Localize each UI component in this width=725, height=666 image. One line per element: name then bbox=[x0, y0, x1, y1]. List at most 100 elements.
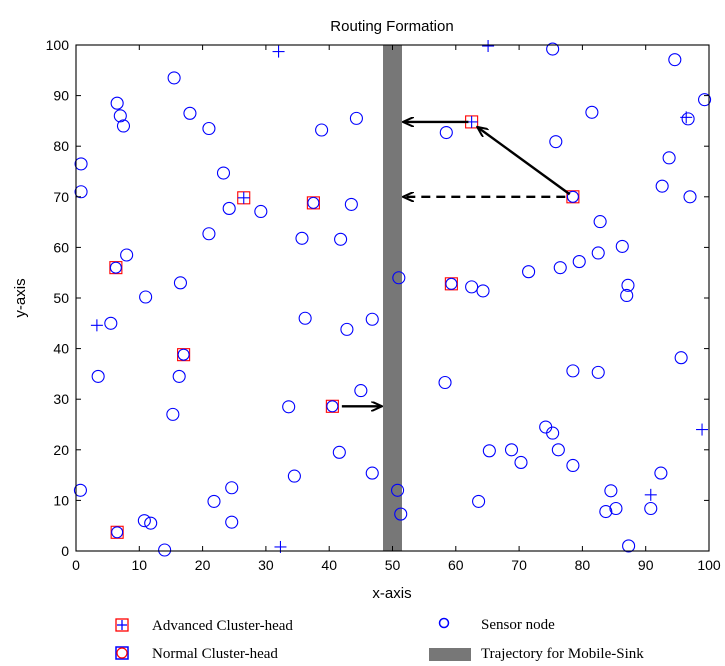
legend-sensor-marker bbox=[438, 617, 450, 629]
legend-sensor-label: Sensor node bbox=[481, 617, 555, 633]
dead-node bbox=[482, 40, 495, 53]
dead-node bbox=[272, 45, 285, 58]
sensor-node bbox=[334, 232, 348, 246]
x-tick-label: 30 bbox=[258, 557, 274, 573]
normal-cluster-head bbox=[110, 525, 124, 539]
sensor-node bbox=[298, 311, 312, 325]
sensor-node bbox=[391, 483, 405, 497]
y-tick-label: 80 bbox=[53, 138, 69, 154]
x-tick-label: 10 bbox=[132, 557, 148, 573]
y-tick-label: 0 bbox=[61, 543, 69, 559]
sensor-node bbox=[654, 466, 668, 480]
legend-trajectory-label: Trajectory for Mobile-Sink bbox=[481, 646, 644, 662]
sensor-node bbox=[438, 375, 452, 390]
y-tick-label: 20 bbox=[53, 442, 69, 458]
normal-cluster-head bbox=[177, 348, 191, 362]
sensor-node bbox=[287, 469, 301, 483]
sensor-node bbox=[476, 284, 490, 298]
y-tick-label: 40 bbox=[53, 341, 69, 357]
sensor-node bbox=[166, 407, 180, 421]
sensor-node bbox=[216, 166, 231, 180]
sensor-node bbox=[172, 369, 186, 383]
sensor-node bbox=[167, 71, 181, 85]
x-tick-label: 80 bbox=[575, 557, 591, 573]
sensor-node bbox=[173, 276, 187, 290]
y-tick-label: 70 bbox=[53, 189, 69, 205]
sensor-node bbox=[394, 507, 408, 521]
sensor-node bbox=[622, 539, 636, 553]
normal-cluster-head bbox=[109, 261, 123, 275]
sensor-node bbox=[662, 151, 676, 165]
normal-cluster-head bbox=[566, 190, 580, 204]
legend-advanced-marker bbox=[115, 618, 129, 632]
sensor-node bbox=[465, 280, 479, 294]
sensor-node bbox=[572, 255, 586, 269]
sensor-node bbox=[522, 265, 536, 279]
legend: Advanced Cluster-head Normal Cluster-hea… bbox=[115, 617, 644, 662]
sensor-node bbox=[621, 278, 635, 292]
sensor-node bbox=[546, 42, 560, 56]
sensor-node bbox=[104, 316, 118, 330]
legend-advanced-label: Advanced Cluster-head bbox=[152, 618, 293, 634]
axes: 0 10 20 30 40 50 60 70 80 90 100 0 10 20 30 40 50 60 70 80 9… bbox=[46, 37, 721, 573]
sensor-node bbox=[615, 239, 629, 253]
x-tick-label: 60 bbox=[448, 557, 464, 573]
legend-normal-label: Normal Cluster-head bbox=[152, 646, 278, 662]
sensor-node bbox=[73, 483, 87, 497]
sensor-node bbox=[139, 290, 153, 304]
legend-sensor-node: Sensor node bbox=[438, 617, 555, 633]
sensor-node bbox=[295, 231, 309, 245]
sensor-node bbox=[365, 466, 379, 480]
x-tick-label: 100 bbox=[697, 557, 721, 573]
sensor-node bbox=[674, 351, 688, 365]
sensor-node bbox=[183, 106, 197, 120]
sensor-node bbox=[158, 543, 172, 557]
sensor-node bbox=[144, 516, 158, 530]
sensor-node bbox=[566, 458, 580, 473]
normal-cluster-head bbox=[306, 196, 320, 210]
legend-normal-cluster-head: Normal Cluster-head bbox=[115, 646, 278, 662]
sensor-node bbox=[668, 53, 682, 67]
normal-cluster-head bbox=[325, 399, 339, 413]
y-tick-label: 90 bbox=[53, 88, 69, 104]
sensor-node bbox=[365, 312, 379, 326]
sensor-node bbox=[482, 444, 496, 458]
sensor-node bbox=[609, 501, 623, 516]
sensor-node bbox=[514, 455, 528, 470]
sensor-node bbox=[354, 384, 368, 398]
sensor-node bbox=[585, 105, 599, 119]
sensor-node bbox=[225, 481, 239, 495]
chart-title: Routing Formation bbox=[330, 18, 453, 35]
dead-node bbox=[90, 319, 103, 332]
x-tick-label: 0 bbox=[72, 557, 80, 573]
sensor-node bbox=[137, 514, 151, 528]
dead-node bbox=[680, 111, 693, 124]
legend-advanced-cluster-head: Advanced Cluster-head bbox=[115, 618, 293, 634]
y-tick-label: 60 bbox=[53, 239, 69, 255]
y-tick-label: 100 bbox=[46, 37, 70, 53]
y-tick-label: 30 bbox=[53, 391, 69, 407]
sensor-node bbox=[549, 135, 563, 149]
sensor-node bbox=[599, 504, 613, 519]
sensor-node bbox=[202, 121, 216, 136]
sensor-node bbox=[282, 400, 296, 414]
sensor-node bbox=[551, 443, 565, 457]
y-tick-label: 50 bbox=[53, 290, 69, 306]
x-tick-label: 70 bbox=[511, 557, 527, 573]
sensor-node bbox=[254, 204, 268, 219]
sensor-node bbox=[604, 484, 618, 498]
sensor-node bbox=[655, 179, 669, 193]
sensor-node bbox=[472, 494, 486, 508]
sensor-node bbox=[553, 261, 567, 275]
x-tick-label: 50 bbox=[385, 557, 401, 573]
y-tick-label: 10 bbox=[53, 492, 69, 508]
sensor-node bbox=[116, 119, 131, 133]
routing-arrow bbox=[478, 127, 571, 196]
normal-cluster-head bbox=[444, 277, 458, 291]
sensor-node bbox=[74, 185, 88, 199]
sensor-node bbox=[120, 248, 134, 262]
legend-normal-marker bbox=[115, 646, 129, 660]
plot-area bbox=[76, 45, 709, 551]
sensor-node bbox=[340, 322, 354, 336]
